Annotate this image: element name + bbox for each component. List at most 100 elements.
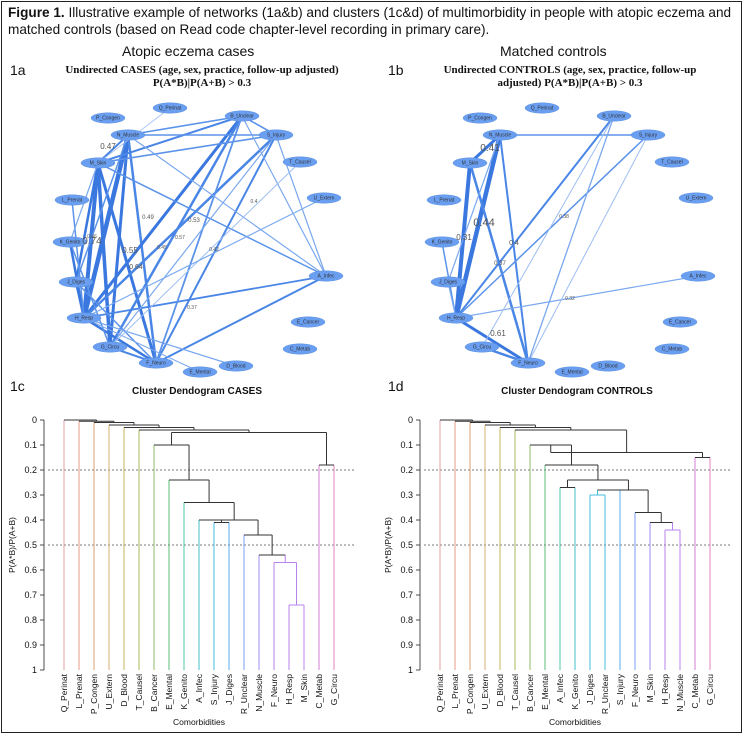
cases-network-node: B_Unclear [224, 110, 260, 122]
controls-network-edge-label: 0.4 [509, 240, 519, 247]
cases-network-node-label: T_Causel [289, 160, 310, 166]
cases-network-edge [75, 134, 129, 283]
cases-network-edge [109, 161, 301, 348]
dendrogram-controls: 0 0.1 0.2 0.3 0.4 0.5 0.6 0.7 0.8 0.9 1 P(A*B)/P(A+… [383, 415, 730, 727]
cases-network-node-label: M_Skin [90, 161, 107, 167]
cases-network-node-shape [152, 102, 188, 114]
cases-network-node-shape [182, 366, 218, 378]
cases-network-edge [82, 114, 244, 320]
controls-dendrogram-leaf-label: U_Extern [480, 674, 490, 710]
cases-network-edge [155, 115, 243, 364]
dendrogram-cases: 0 0.1 0.2 0.3 0.4 0.5 0.6 0.7 0.8 0.9 1 P(A*B)/P(A+… [7, 415, 354, 727]
controls-network-node-shape [654, 343, 690, 355]
cases-network-node: E_Mental [182, 366, 218, 378]
controls-dendrogram-leaf-label: C_Metab [690, 674, 700, 709]
cases-network-node: N_Muscle [110, 129, 146, 141]
panel-label-1c: 1c [10, 378, 25, 394]
controls-network-node-shape [596, 110, 632, 122]
controls-network-node-shape [510, 357, 546, 369]
panel-label-1b: 1b [388, 62, 404, 78]
cases-network-node: J_Diges [58, 276, 94, 288]
cases-network-node: D_Blood [218, 360, 254, 372]
controls-network-node: T_Causel [654, 156, 690, 168]
cases-dendrogram-leaf-label: S_Injury [209, 673, 219, 705]
controls-dendrogram-y-tick-label: 0.1 [400, 440, 413, 450]
controls-network-edge [455, 275, 699, 319]
cases-dendrogram-leaf-label: F_Neuro [269, 674, 279, 707]
cases-network-edge-label: 0.42 [209, 247, 219, 253]
cases-network-node: H_Resp [66, 312, 102, 324]
cases-network-edge-label: 0.49 [142, 215, 154, 221]
cases-network-edge-label: 0.4 [251, 199, 258, 205]
cases-dendrogram-leaf-label: M_Skin [299, 674, 309, 703]
controls-network-node: C_Metab [654, 343, 690, 355]
controls-dendrogram-leaf-label: H_Resp [660, 674, 670, 705]
controls-network-node: A_Infec [680, 270, 716, 282]
controls-dendrogram-x-axis-label: Comorbidities [549, 717, 601, 727]
controls-dendrogram-leaf-label: J_Diges [585, 674, 595, 705]
cases-network-edge [81, 132, 131, 321]
controls-dendrogram-leaf-label: N_Muscle [675, 674, 685, 712]
cases-dendrogram-leaf-label: T_Causel [134, 674, 144, 710]
cases-network-node: A_Infec [308, 270, 344, 282]
controls-network-node-label: D_Blood [598, 364, 617, 370]
controls-network-node-shape [482, 129, 518, 141]
cases-network-node: F_Neuro [138, 357, 174, 369]
cases-network-node: S_Injury [258, 129, 294, 141]
controls-network-node-shape [430, 276, 466, 288]
cases-network-edge [69, 241, 111, 348]
cases-network-edge [83, 317, 237, 367]
cases-network-node-shape [54, 194, 90, 206]
cases-dendrogram-y-tick-label: 0.3 [24, 490, 37, 500]
controls-network-node-shape [524, 102, 560, 114]
cases-dendrogram-y-tick-label: 0.4 [24, 515, 37, 525]
controls-network-node-shape [464, 341, 500, 353]
controls-network-node-shape [554, 366, 590, 378]
cases-dendrogram-y-tick-label: 0.7 [24, 590, 37, 600]
cases-network-node-shape [282, 156, 318, 168]
controls-dendrogram-y-tick-label: 0.5 [400, 540, 413, 550]
cases-network-node-label: E_Mental [189, 370, 210, 376]
controls-network-node: D_Blood [590, 360, 626, 372]
figure-caption: Figure 1. Illustrative example of networ… [8, 4, 738, 38]
cases-dendrogram-leaf-label: Q_Perinat [59, 673, 69, 712]
controls-network-node-label: L_Prenat [434, 198, 455, 204]
figure-number: Figure 1. [8, 5, 65, 20]
controls-network-node-shape [452, 157, 488, 169]
panel-label-1d: 1d [388, 378, 404, 394]
controls-dendrogram-leaf-label: M_Skin [645, 674, 655, 703]
cases-network-edge-label: 0.64 [129, 264, 143, 271]
cases-network-edge-label: 0.57 [175, 235, 185, 241]
cases-network-edge-label: 0.55 [122, 246, 138, 255]
controls-network-node-label: K_Genito [432, 240, 453, 246]
cases-network-edge [155, 134, 277, 364]
controls-dendrogram-leaf-label: T_Causel [510, 674, 520, 710]
cases-network-edge-label: 0.37 [187, 305, 197, 311]
cases-network-node-shape [258, 129, 294, 141]
cases-dendrogram-y-tick-label: 0.9 [24, 640, 37, 650]
controls-network-node-label: Q_Perinat [531, 106, 554, 112]
cases-network-node-shape [308, 270, 344, 282]
cases-network-node: G_Circu [92, 341, 128, 353]
cases-network-node-shape [80, 157, 116, 169]
cases-network-node-shape [282, 343, 318, 355]
controls-network-node-label: S_Injury [639, 133, 658, 139]
controls-network-node-label: E_Mental [561, 370, 582, 376]
controls-dendrogram-y-tick-label: 1 [408, 665, 413, 675]
cases-dendrogram-leaf-label: U_Extern [104, 674, 114, 710]
controls-network-edge [454, 316, 530, 365]
controls-network-node: Q_Perinat [524, 102, 560, 114]
controls-dendrogram-leaf-label: Q_Perinat [435, 673, 445, 712]
cases-network-edge [74, 161, 100, 284]
cases-network-edge [108, 133, 130, 349]
network-cases: Q_Perinat P_Congen B_Unclear N_Muscle S_Inju… [52, 102, 344, 378]
cases-network-node-shape [290, 316, 326, 328]
cases-network-edge-label: 0.47 [100, 142, 116, 151]
controls-network-node-label: M_Skin [462, 161, 479, 167]
controls-network-node-shape [680, 270, 716, 282]
controls-dendrogram-y-tick-label: 0.9 [400, 640, 413, 650]
controls-network-edge [527, 134, 649, 364]
controls-network-edge-label: 0.31 [456, 233, 472, 242]
controls-dendrogram-leaf-label: L_Prenat [450, 673, 460, 708]
controls-network-node: G_Circu [464, 341, 500, 353]
